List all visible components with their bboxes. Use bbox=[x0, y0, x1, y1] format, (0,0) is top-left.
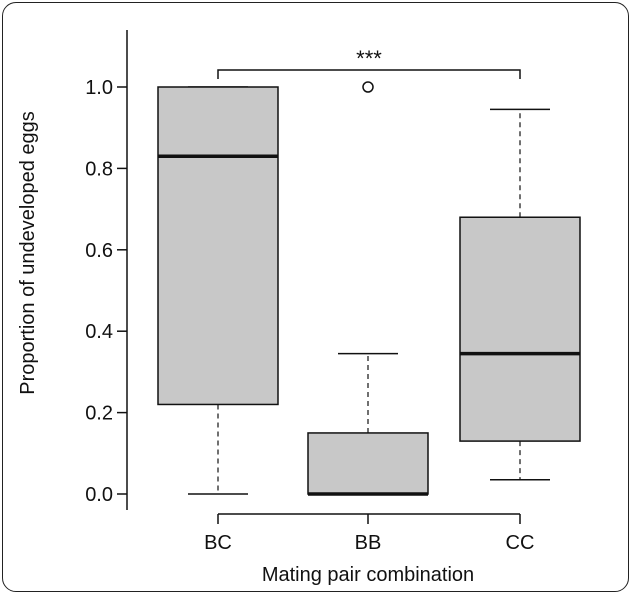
axes bbox=[126, 30, 520, 515]
box-body bbox=[459, 216, 581, 442]
y-axis-title: Proportion of undeveloped eggs bbox=[17, 111, 39, 395]
boxes bbox=[157, 81, 581, 496]
significance-bracket: *** bbox=[217, 46, 521, 79]
significance-label: *** bbox=[356, 46, 382, 71]
y-tick-label: 0.0 bbox=[85, 484, 113, 506]
x-axis-title: Mating pair combination bbox=[262, 564, 474, 585]
box-body bbox=[157, 86, 279, 406]
outlier-point bbox=[362, 81, 374, 93]
x-tick-label: CC bbox=[506, 532, 535, 554]
y-tick-label: 0.6 bbox=[85, 240, 113, 262]
box-cc bbox=[459, 108, 581, 481]
y-tick-label: 0.8 bbox=[85, 158, 113, 180]
x-tick-label: BC bbox=[204, 532, 232, 554]
x-tick-label: BB bbox=[355, 532, 382, 554]
y-tick-label: 0.4 bbox=[85, 321, 113, 343]
x-ticks: BC BB CC bbox=[204, 514, 534, 554]
y-tick-label: 1.0 bbox=[85, 77, 113, 99]
box-bc bbox=[157, 86, 279, 495]
y-ticks: 0.0 0.2 0.4 0.6 0.8 1.0 bbox=[85, 77, 127, 506]
box-bb bbox=[307, 81, 429, 496]
bracket-line bbox=[217, 69, 521, 79]
y-tick-label: 0.2 bbox=[85, 403, 113, 425]
box-body bbox=[307, 432, 429, 495]
